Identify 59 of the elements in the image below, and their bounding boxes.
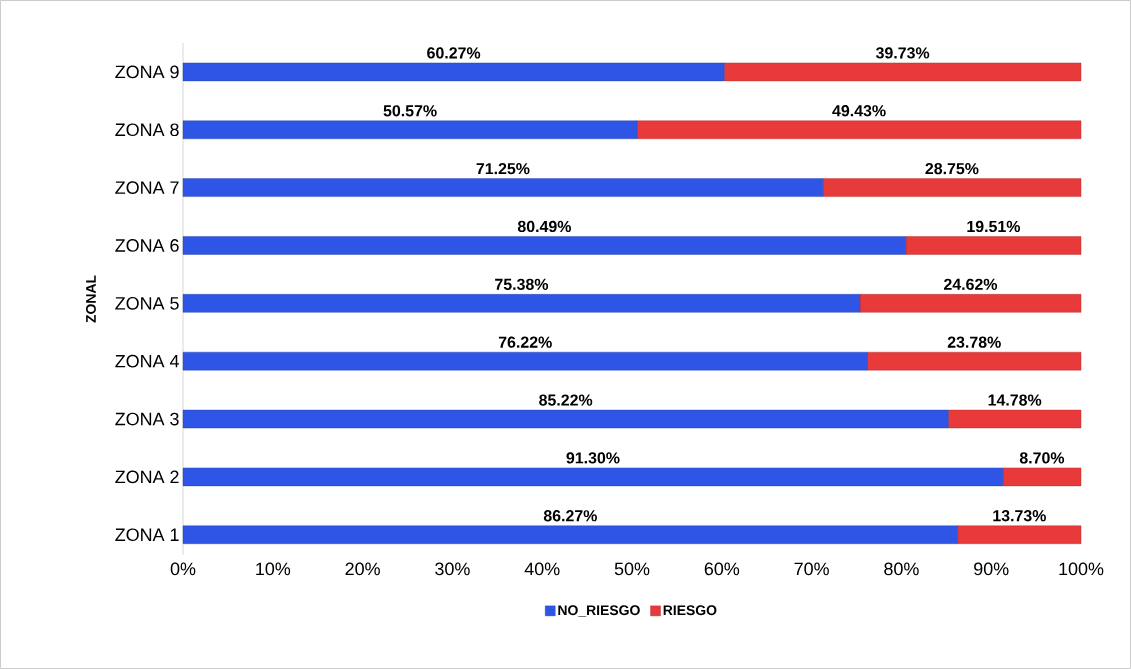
x-tick-label: 30%: [435, 562, 470, 576]
bar: [636, 120, 1082, 139]
bar: [867, 351, 1082, 371]
data-label: 8.70%: [1019, 452, 1065, 464]
x-tick-label: 100%: [1059, 562, 1104, 576]
y-tick-label: ZONA 1: [115, 528, 179, 542]
bar: [182, 409, 949, 429]
bar: [905, 236, 1082, 255]
x-tick-label: 70%: [794, 562, 829, 576]
data-label: 71.25%: [476, 162, 530, 175]
bar: [957, 525, 1082, 544]
bar: [182, 351, 868, 371]
bar: [182, 178, 824, 197]
y-axis-title: ZONAL: [85, 275, 96, 323]
bar: [182, 236, 907, 255]
data-label: 50.57%: [383, 105, 437, 117]
bar: [182, 120, 638, 139]
x-tick-label: 50%: [614, 562, 650, 576]
bar: [182, 525, 958, 544]
data-label: 91.30%: [566, 452, 620, 464]
data-label: 23.78%: [947, 336, 1001, 348]
bar: [822, 178, 1082, 197]
data-label: 28.75%: [925, 162, 979, 175]
y-tick-label: ZONA 3: [115, 412, 179, 426]
x-tick-label: 10%: [256, 562, 291, 576]
bar: [182, 62, 725, 82]
data-label: 80.49%: [517, 220, 572, 233]
bar: [948, 409, 1082, 429]
data-label: 19.51%: [967, 220, 1021, 233]
data-label: 13.73%: [993, 510, 1046, 522]
data-label: 24.62%: [943, 278, 998, 290]
x-tick-label: 80%: [884, 562, 919, 576]
x-tick-label: 20%: [345, 562, 380, 576]
x-tick-label: 90%: [974, 562, 1009, 576]
y-tick-label: ZONA 2: [115, 470, 179, 484]
data-label: 14.78%: [988, 394, 1042, 406]
x-tick-label: 60%: [704, 562, 740, 576]
legend-label: RIESGO: [663, 605, 717, 616]
y-tick-label: ZONA 9: [115, 65, 179, 79]
data-label: 60.27%: [427, 47, 481, 59]
y-tick-label: ZONA 5: [115, 296, 179, 310]
data-label: 76.22%: [498, 336, 552, 348]
data-label: 49.43%: [832, 105, 886, 117]
x-tick-label: 40%: [524, 562, 560, 576]
y-tick-label: ZONA 6: [115, 239, 179, 252]
bar: [1002, 467, 1082, 487]
y-tick-label: ZONA 7: [115, 181, 179, 194]
data-label: 39.73%: [875, 47, 930, 59]
data-label: 86.27%: [543, 510, 597, 522]
bar: [182, 294, 861, 313]
bar: [724, 62, 1082, 82]
data-label: 75.38%: [495, 278, 549, 290]
bar: [182, 467, 1004, 487]
data-label: 85.22%: [539, 394, 593, 406]
y-tick-label: ZONA 4: [115, 354, 179, 368]
legend-label: NO_RIESGO: [558, 605, 640, 617]
bar: [859, 294, 1082, 313]
x-tick-label: 0%: [170, 562, 196, 576]
y-tick-label: ZONA 8: [115, 123, 179, 137]
